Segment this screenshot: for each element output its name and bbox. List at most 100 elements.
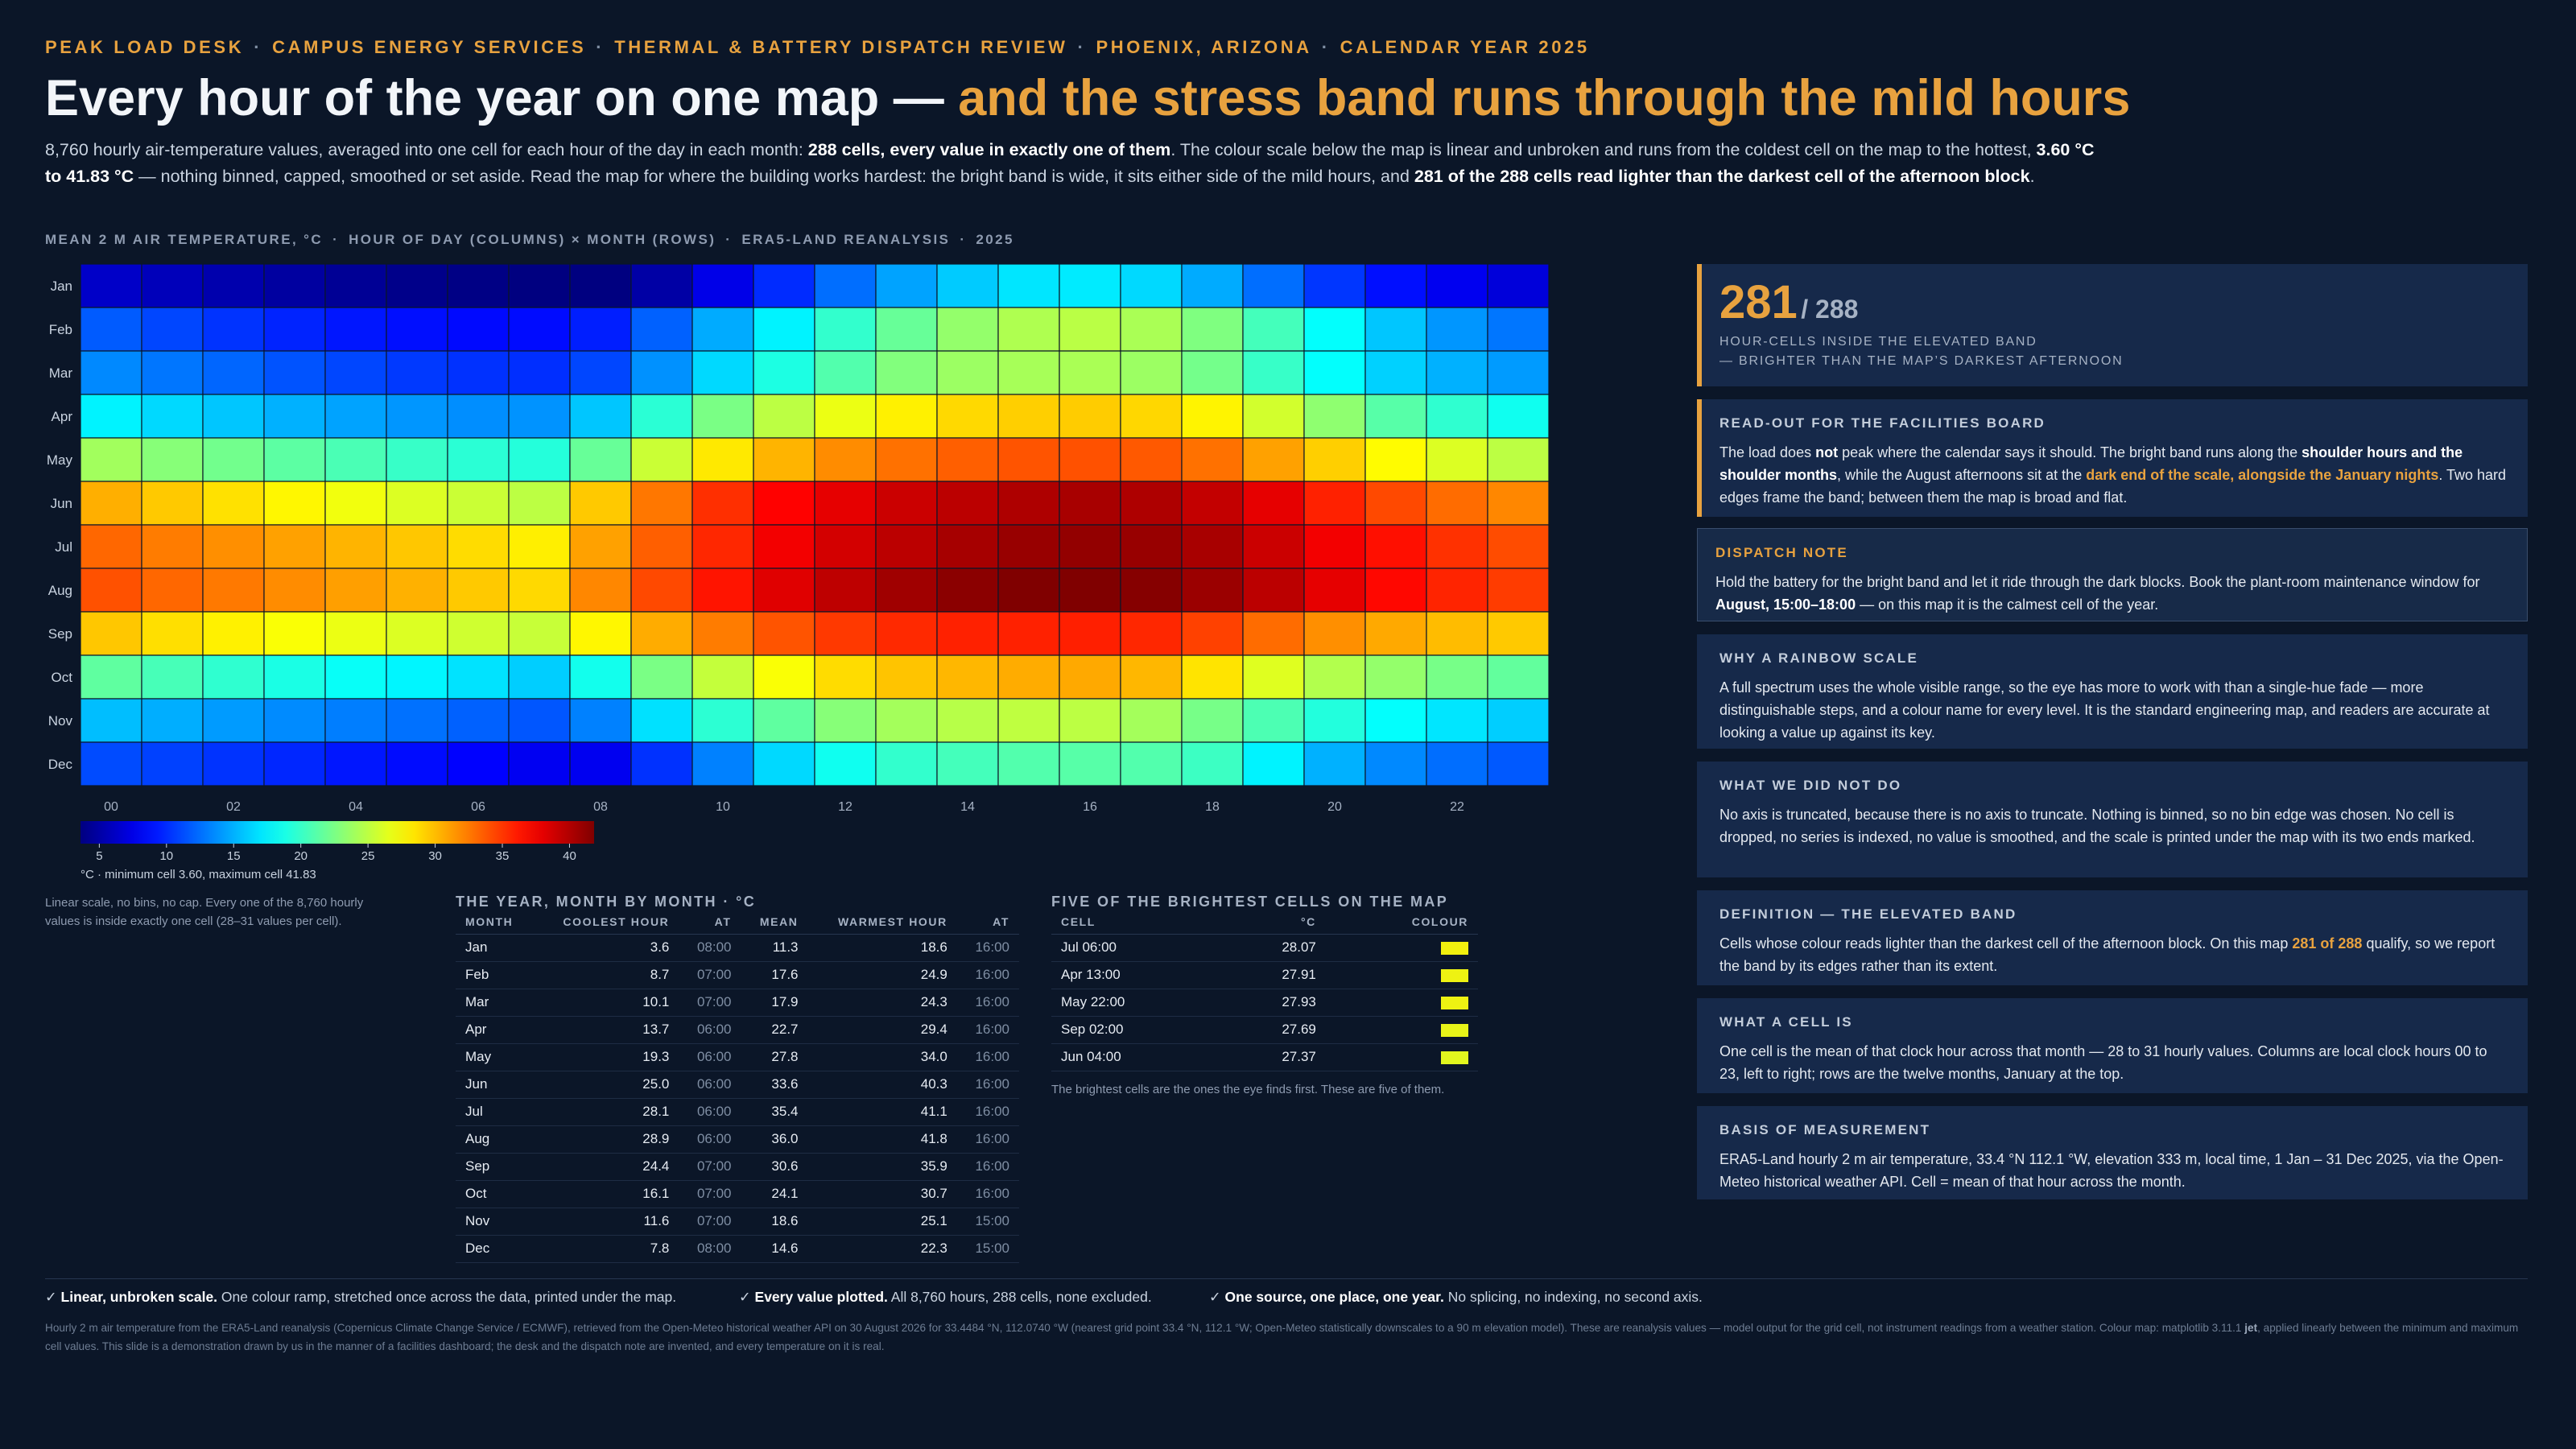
heatmap-cell-mar-11 [753, 350, 815, 395]
heatmap-cell-may-15 [997, 437, 1060, 482]
basis-card: BASIS OF MEASUREMENT ERA5-Land hourly 2 … [1697, 1106, 2528, 1199]
heatmap-cell-oct-21 [1364, 654, 1427, 700]
heatmap-cell-apr-04 [324, 394, 387, 439]
heatmap-cell-apr-08 [569, 394, 632, 439]
heatmap-cell-mar-08 [569, 350, 632, 395]
table-row: Nov 11.6 07:00 18.6 25.1 15:00 [456, 1208, 1019, 1236]
heatmap-cell-oct-12 [814, 654, 877, 700]
heatmap-cell-may-21 [1364, 437, 1427, 482]
heatmap-cell-apr-10 [691, 394, 754, 439]
heatmap-cell-feb-23 [1487, 307, 1550, 352]
heatmap-cell-oct-08 [569, 654, 632, 700]
heatmap-cell-jun-10 [691, 481, 754, 526]
heatmap-cell-sep-20 [1303, 611, 1366, 656]
heatmap-cell-may-20 [1303, 437, 1366, 482]
heatmap-cell-dec-10 [691, 741, 754, 786]
heatmap-cell-dec-22 [1426, 741, 1488, 786]
heatmap-cell-oct-06 [447, 654, 510, 700]
heatmap-cell-jun-03 [263, 481, 326, 526]
heatmap-cell-aug-02 [202, 568, 265, 613]
heatmap-cell-jul-13 [875, 524, 938, 569]
heatmap-cell-mar-23 [1487, 350, 1550, 395]
heatmap-cell-sep-16 [1059, 611, 1121, 656]
heatmap-cell-aug-23 [1487, 568, 1550, 613]
heatmap-cell-jan-18 [1181, 263, 1244, 308]
heatmap-cell-may-04 [324, 437, 387, 482]
colour-swatch [1441, 1051, 1468, 1064]
row-label-feb: Feb [49, 322, 72, 337]
row-label-sep: Sep [48, 626, 72, 642]
heatmap-cell-oct-04 [324, 654, 387, 700]
table-cell: 8.7 [533, 961, 679, 989]
heatmap-cell-jan-22 [1426, 263, 1488, 308]
table-cell: Jun [456, 1071, 534, 1099]
table-cell: Sep [456, 1153, 534, 1181]
table-cell: Jul 06:00 [1051, 934, 1219, 962]
colorbar-tick-10: 10 [159, 849, 173, 863]
heatmap-cell-mar-14 [936, 350, 999, 395]
table-row: May 19.3 06:00 27.8 34.0 16:00 [456, 1043, 1019, 1071]
heatmap-cell-aug-12 [814, 568, 877, 613]
heatmap-cell-jul-07 [508, 524, 571, 569]
lede-text-1: 8,760 hourly air-temperature values, ave… [45, 140, 808, 159]
heatmap-cell-jan-19 [1242, 263, 1305, 308]
table-cell: 28.9 [533, 1125, 679, 1154]
heatmap-cell-jun-04 [324, 481, 387, 526]
heatmap-cell-jun-01 [141, 481, 204, 526]
table-cell: Aug [456, 1125, 534, 1154]
heatmap-cell-jan-15 [997, 263, 1060, 308]
heatmap-cell-jun-15 [997, 481, 1060, 526]
heatmap-cell-sep-11 [753, 611, 815, 656]
heatmap-cell-feb-10 [691, 307, 754, 352]
heatmap-cell-jul-08 [569, 524, 632, 569]
heatmap-cell-nov-07 [508, 698, 571, 743]
table-row: Jul 06:00 28.07 [1051, 934, 1478, 962]
row-label-aug: Aug [48, 583, 72, 598]
table-row: Aug 28.9 06:00 36.0 41.8 16:00 [456, 1125, 1019, 1154]
heatmap-cell-jan-11 [753, 263, 815, 308]
table-cell: 27.93 [1218, 989, 1326, 1017]
brightest-table: CELL °C COLOUR Jul 06:00 28.07 Apr 13:00 27.9… [1051, 910, 1478, 1071]
heatmap-cell-oct-13 [875, 654, 938, 700]
readout-text: The load does not peak where the calenda… [1719, 444, 2507, 506]
heatmap-cell-dec-07 [508, 741, 571, 786]
row-label-nov: Nov [48, 713, 73, 729]
table-cell: 27.37 [1218, 1043, 1326, 1071]
heatmap-cell-oct-15 [997, 654, 1060, 700]
heatmap-cell-jun-23 [1487, 481, 1550, 526]
table-cell: 06:00 [679, 1098, 741, 1126]
heatmap-cell-may-10 [691, 437, 754, 482]
table-cell: 16:00 [956, 961, 1019, 989]
row-label-jun: Jun [51, 496, 72, 511]
heatmap-cell-feb-18 [1181, 307, 1244, 352]
table-row: Feb 8.7 07:00 17.6 24.9 16:00 [456, 961, 1019, 989]
heatmap-cell-nov-08 [569, 698, 632, 743]
heatmap-cell-sep-00 [80, 611, 142, 656]
brightest-header-1: °C [1218, 910, 1326, 935]
heatmap-cell-nov-02 [202, 698, 265, 743]
check-one-source: ✓ One source, one place, one year. No sp… [1209, 1289, 1703, 1305]
heatmap-cell-apr-11 [753, 394, 815, 439]
heatmap-cell-oct-11 [753, 654, 815, 700]
x-tick-20: 20 [1327, 800, 1342, 814]
not-done-text: No axis is truncated, because there is n… [1719, 807, 2475, 845]
dispatch-card: DISPATCH NOTE Hold the battery for the b… [1697, 528, 2528, 621]
heatmap-cell-feb-08 [569, 307, 632, 352]
table-cell: 07:00 [679, 1180, 741, 1208]
heatmap-cell-jul-09 [630, 524, 693, 569]
heatmap-cell-jun-14 [936, 481, 999, 526]
heatmap-cell-jan-10 [691, 263, 754, 308]
lede-bold-3: 281 of the 288 cells read lighter than t… [1414, 167, 2030, 186]
heatmap-cell-apr-02 [202, 394, 265, 439]
heatmap-cell-jul-02 [202, 524, 265, 569]
heatmap-cell-feb-21 [1364, 307, 1427, 352]
table-cell: 16.1 [533, 1180, 679, 1208]
heatmap-cell-apr-05 [386, 394, 448, 439]
x-tick-10: 10 [716, 800, 730, 814]
readout-title: READ-OUT FOR THE FACILITIES BOARD [1719, 415, 2046, 431]
heatmap-cell-oct-14 [936, 654, 999, 700]
table-cell: 16:00 [956, 1180, 1019, 1208]
table-cell: 07:00 [679, 989, 741, 1017]
heatmap-cell-mar-09 [630, 350, 693, 395]
heatmap-cell-jan-09 [630, 263, 693, 308]
